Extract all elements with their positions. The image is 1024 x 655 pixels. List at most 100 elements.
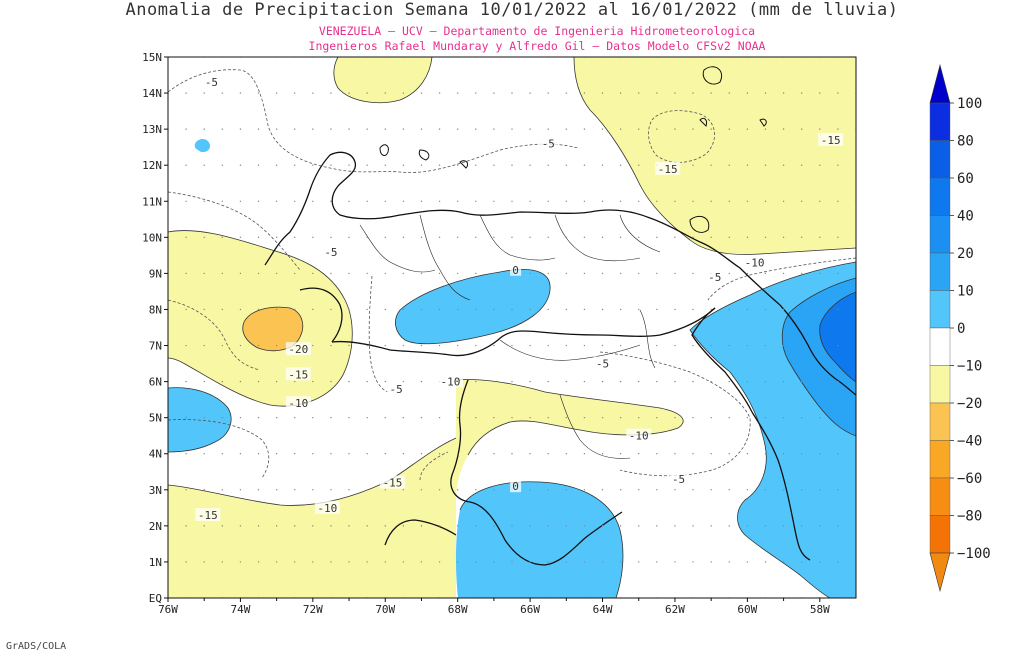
grid-dot [601,416,604,419]
contour-label: -20 [288,343,308,356]
grid-dot [420,344,423,347]
lon-label: 64W [593,603,613,616]
grid-dot [601,92,604,94]
contour-label: -10 [745,257,765,270]
wet-region-amazonas [455,481,623,598]
lat-label: 6N [149,376,162,389]
grid-dot [529,200,531,202]
colorbar-segment [929,290,951,329]
grid-dot [638,128,640,130]
colorbar-label: −100 [957,546,991,562]
grid-dot [185,561,187,563]
grid-dot [511,128,513,130]
colorbar-segment [929,365,951,404]
grid-dot [837,416,839,419]
grid-dot [764,416,767,419]
grid-dot [529,489,531,491]
grid-dot [402,416,405,419]
grid-dot [619,525,622,527]
grid-dot [402,128,405,130]
grid-dot [221,561,224,563]
grid-dot [529,308,531,311]
contour-label-bg [593,356,612,370]
grid-dot [692,128,694,130]
grid-dot [420,489,423,491]
grid-dot [438,416,441,419]
grid-dot [493,489,495,491]
precipitation-anomaly-map: -5 -5 -15 -15 -5 0 -10 -5 -20 -15 -10 -5 -10 -5 -10 -5 -… [142,51,991,616]
grid-dot [203,272,205,275]
grid-dot [239,344,242,347]
grid-dot [547,92,549,94]
grid-dot [438,308,441,311]
grid-dot [782,200,785,202]
grid-dot [800,489,803,491]
grid-dot [275,453,278,455]
contour-label-bg [626,428,652,442]
grid-dot [456,164,459,166]
grid-dot [438,272,441,275]
grid-dot [547,489,549,491]
grid-dot [764,525,767,527]
grid-dot [348,489,350,491]
grid-dot [275,525,278,527]
grid-dot [239,164,242,166]
grid-dot [674,380,676,383]
grid-dot [656,128,658,130]
grid-dot [475,525,477,527]
colorbar-label: 40 [957,209,974,225]
grid-dot [384,453,386,455]
grid-dot [384,416,386,419]
grid-dot [674,416,676,419]
grid-dot [619,272,622,275]
grid-dot [239,236,242,239]
longitude-axis: 76W 74W 72W 70W 68W 66W 64W 62W 60W 58W [158,598,830,616]
grid-dot [493,344,495,347]
grid-dot [656,236,658,239]
lon-label: 66W [520,603,540,616]
grid-dot [275,308,278,311]
grid-dot [475,453,477,455]
grid-dot [746,272,749,275]
grid-dot [529,561,531,563]
grid-dot [203,344,205,347]
grid-dot [384,525,386,527]
grid-dot [619,489,622,491]
grid-dot [601,344,604,347]
contour-label-bg [321,244,340,258]
grid-dot [601,308,604,311]
grid-dot [782,453,785,455]
contour-label-bg [669,471,688,485]
grid-dot [656,416,658,419]
grid-dot [837,272,839,275]
grid-dot [601,489,604,491]
lat-label: 1N [149,556,162,569]
grid-dot [782,164,785,166]
grid-dot [366,92,368,94]
grid-dot [475,561,477,563]
grid-dot [710,164,712,166]
grid-dot [728,380,730,383]
contour-label: 0 [512,264,519,277]
grid-dot [601,525,604,527]
grid-dot [547,200,549,202]
lon-label: 60W [737,603,757,616]
colorbar-label: −40 [957,434,982,450]
grid-dot [638,416,640,419]
grid-dot [312,453,314,455]
grid-dot [819,489,821,491]
grid-dot [800,308,803,311]
grid-dot [366,525,368,527]
grid-dot [565,308,568,311]
grid-dot [674,453,676,455]
grid-dot [837,453,839,455]
grid-dot [837,489,839,491]
grid-dot [456,128,459,130]
grid-dot [619,561,622,563]
contour-label-bg [387,381,406,395]
grid-dot [257,308,260,311]
grid-dot [565,453,568,455]
grid-dot [782,236,785,239]
grid-dot [330,164,332,166]
grid-dot [438,200,441,202]
